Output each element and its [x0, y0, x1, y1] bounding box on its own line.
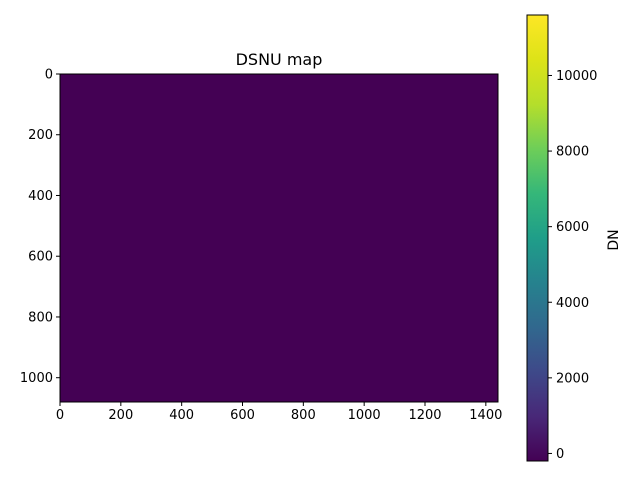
colorbar-tick-label: 4000 [556, 296, 589, 311]
colorbar-tick-label: 8000 [556, 145, 589, 160]
x-tick-label: 1000 [348, 408, 381, 423]
y-tick-label: 0 [45, 68, 53, 83]
colorbar-tick-label: 2000 [556, 371, 589, 386]
y-tick-label: 800 [28, 310, 53, 325]
colorbar-axis: 0 2000 4000 6000 8000 10000 [548, 69, 597, 462]
x-tick-label: 1200 [408, 408, 441, 423]
heatmap-image [60, 74, 498, 402]
colorbar [526, 14, 549, 462]
y-tick-label: 1000 [20, 371, 53, 386]
y-tick-label: 400 [28, 189, 53, 204]
x-tick-label: 400 [169, 408, 194, 423]
x-tick-label: 800 [291, 408, 316, 423]
colorbar-tick-label: 6000 [556, 220, 589, 235]
y-tick-label: 600 [28, 250, 53, 265]
x-tick-label: 600 [230, 408, 255, 423]
x-tick-label: 0 [56, 408, 64, 423]
colorbar-tick-label: 0 [556, 447, 564, 462]
colorbar-tick-label: 10000 [556, 69, 597, 84]
colorbar-label: DN [606, 229, 622, 250]
plot-frame [59, 73, 499, 403]
y-axis: 0 200 400 600 800 1000 [20, 68, 60, 386]
chart-title: DSNU map [236, 50, 323, 69]
x-axis: 0 200 400 600 800 1000 1200 1400 [56, 402, 502, 423]
x-tick-label: 1400 [469, 408, 502, 423]
y-tick-label: 200 [28, 128, 53, 143]
x-tick-label: 200 [108, 408, 133, 423]
